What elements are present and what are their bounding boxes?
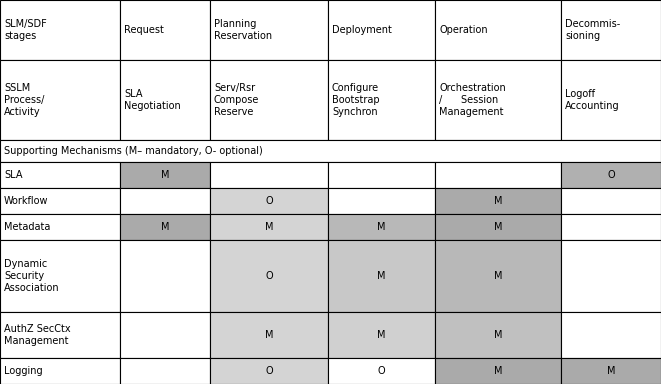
- Bar: [435, 312, 561, 358]
- Bar: [120, 188, 210, 214]
- Bar: [435, 60, 561, 140]
- Bar: [0, 214, 120, 240]
- Text: Logging: Logging: [4, 366, 42, 376]
- Bar: [561, 162, 661, 188]
- Text: M: M: [494, 330, 502, 340]
- Text: SLM/SDF
stages: SLM/SDF stages: [4, 19, 47, 41]
- Bar: [328, 162, 435, 188]
- Text: M: M: [494, 222, 502, 232]
- Bar: [328, 0, 435, 60]
- Bar: [210, 240, 328, 312]
- Text: Workflow: Workflow: [4, 196, 48, 206]
- Text: M: M: [494, 271, 502, 281]
- Text: O: O: [607, 170, 615, 180]
- Text: M: M: [607, 366, 615, 376]
- Text: M: M: [377, 330, 386, 340]
- Text: Operation: Operation: [439, 25, 488, 35]
- Bar: [120, 240, 210, 312]
- Text: O: O: [265, 366, 273, 376]
- Text: M: M: [265, 222, 273, 232]
- Bar: [120, 60, 210, 140]
- Bar: [0, 240, 120, 312]
- Bar: [210, 312, 328, 358]
- Bar: [328, 214, 435, 240]
- Bar: [0, 312, 120, 358]
- Bar: [435, 358, 561, 384]
- Text: Planning
Reservation: Planning Reservation: [214, 19, 272, 41]
- Bar: [435, 240, 561, 312]
- Bar: [561, 214, 661, 240]
- Text: Logoff
Accounting: Logoff Accounting: [565, 89, 619, 111]
- Text: Configure
Bootstrap
Synchron: Configure Bootstrap Synchron: [332, 83, 379, 118]
- Bar: [435, 0, 561, 60]
- Text: Deployment: Deployment: [332, 25, 392, 35]
- Bar: [120, 358, 210, 384]
- Bar: [0, 358, 120, 384]
- Text: M: M: [377, 271, 386, 281]
- Text: M: M: [265, 330, 273, 340]
- Bar: [328, 240, 435, 312]
- Bar: [120, 0, 210, 60]
- Bar: [210, 60, 328, 140]
- Bar: [435, 214, 561, 240]
- Bar: [328, 188, 435, 214]
- Bar: [435, 188, 561, 214]
- Bar: [210, 214, 328, 240]
- Bar: [561, 60, 661, 140]
- Bar: [328, 312, 435, 358]
- Bar: [561, 0, 661, 60]
- Text: O: O: [265, 196, 273, 206]
- Bar: [120, 312, 210, 358]
- Bar: [210, 358, 328, 384]
- Text: M: M: [161, 170, 169, 180]
- Text: Serv/Rsr
Compose
Reserve: Serv/Rsr Compose Reserve: [214, 83, 259, 118]
- Text: O: O: [265, 271, 273, 281]
- Text: Decommis-
sioning: Decommis- sioning: [565, 19, 620, 41]
- Bar: [561, 312, 661, 358]
- Bar: [561, 358, 661, 384]
- Text: Request: Request: [124, 25, 164, 35]
- Text: Metadata: Metadata: [4, 222, 50, 232]
- Bar: [435, 162, 561, 188]
- Bar: [0, 140, 661, 162]
- Text: M: M: [161, 222, 169, 232]
- Bar: [120, 162, 210, 188]
- Text: SLA: SLA: [4, 170, 22, 180]
- Bar: [210, 162, 328, 188]
- Text: SSLM
Process/
Activity: SSLM Process/ Activity: [4, 83, 44, 118]
- Bar: [328, 358, 435, 384]
- Text: Orchestration
/      Session
Management: Orchestration / Session Management: [439, 83, 506, 118]
- Bar: [561, 240, 661, 312]
- Text: M: M: [494, 366, 502, 376]
- Bar: [0, 0, 120, 60]
- Text: Supporting Mechanisms (M– mandatory, O- optional): Supporting Mechanisms (M– mandatory, O- …: [4, 146, 263, 156]
- Bar: [210, 0, 328, 60]
- Text: M: M: [377, 222, 386, 232]
- Bar: [561, 188, 661, 214]
- Bar: [210, 188, 328, 214]
- Text: Dynamic
Security
Association: Dynamic Security Association: [4, 258, 59, 293]
- Bar: [0, 162, 120, 188]
- Text: SLA
Negotiation: SLA Negotiation: [124, 89, 180, 111]
- Bar: [120, 214, 210, 240]
- Text: O: O: [377, 366, 385, 376]
- Bar: [0, 60, 120, 140]
- Text: M: M: [494, 196, 502, 206]
- Bar: [328, 60, 435, 140]
- Bar: [0, 188, 120, 214]
- Text: AuthZ SecCtx
Management: AuthZ SecCtx Management: [4, 324, 71, 346]
